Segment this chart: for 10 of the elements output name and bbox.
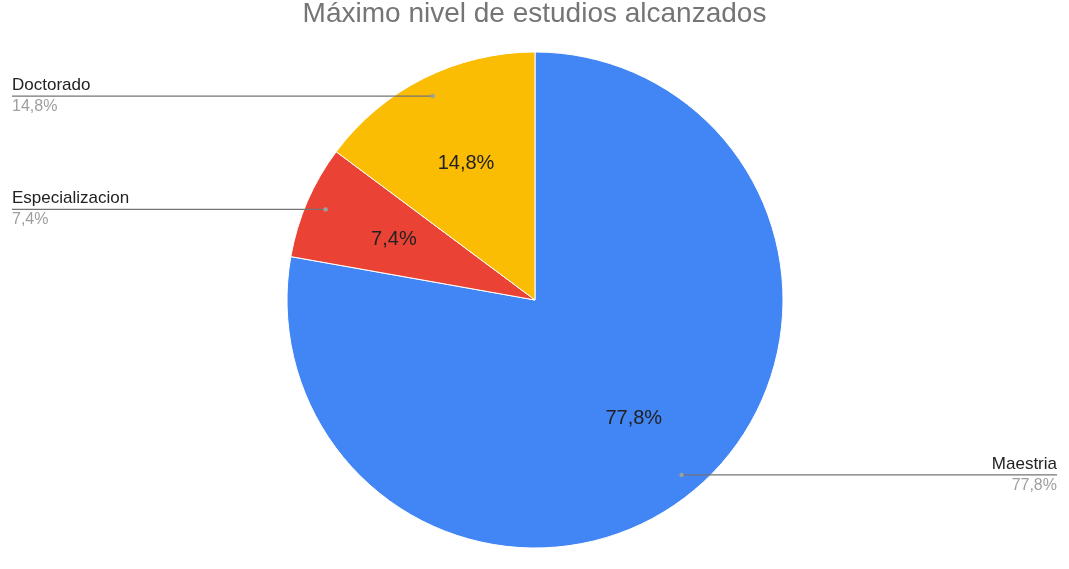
data-label: 7,4%	[371, 226, 417, 249]
data-label: 14,8%	[437, 150, 495, 173]
text: 77,8%	[1011, 475, 1057, 493]
text: 7,4%	[12, 210, 49, 228]
slice-label: Doctorado	[12, 75, 91, 95]
data-label: 77,8%	[605, 405, 663, 428]
slice-label: Maestria	[991, 453, 1058, 473]
text: 14,8%	[12, 97, 58, 115]
slice-label: Especializacion	[12, 188, 130, 208]
chart-title: Máximo nivel de estudios alcanzados	[302, 0, 767, 28]
